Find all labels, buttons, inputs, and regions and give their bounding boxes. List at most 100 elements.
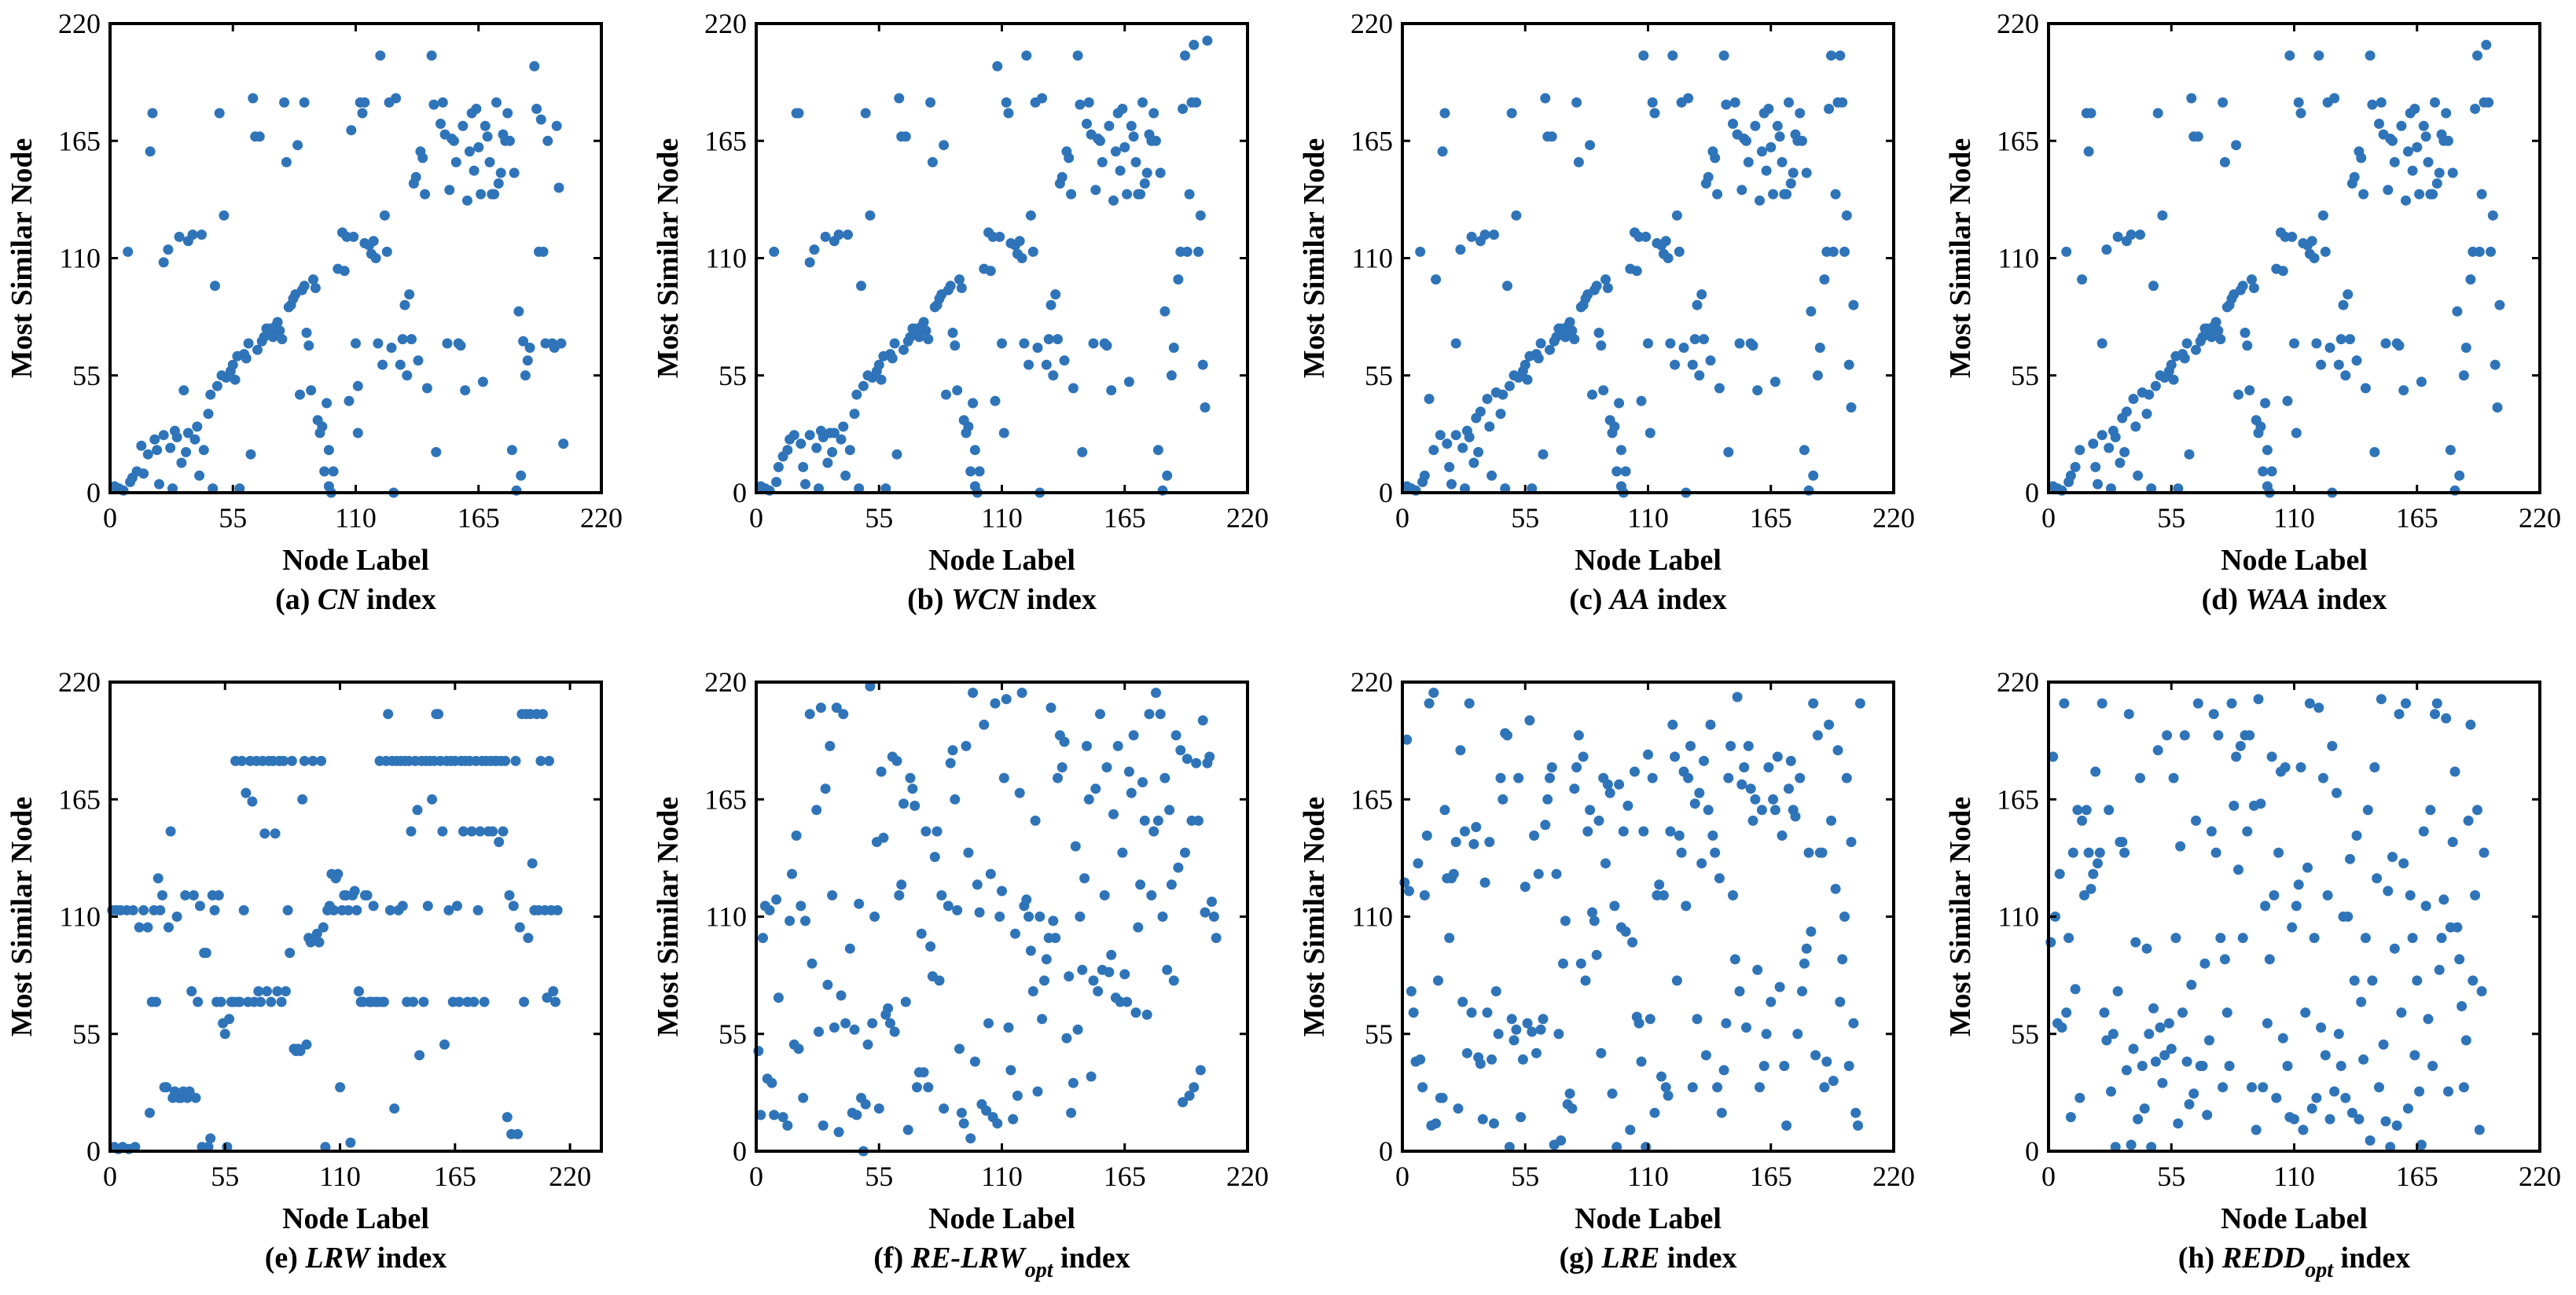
data-point	[998, 427, 1009, 438]
data-point	[1090, 185, 1101, 196]
data-point	[2430, 97, 2440, 108]
caption-suffix: index	[1650, 583, 1727, 616]
data-point	[2414, 189, 2425, 200]
data-point	[1191, 97, 1202, 108]
data-point	[2383, 886, 2394, 897]
data-point	[1037, 93, 1048, 104]
x-tick-label: 110	[981, 1161, 1023, 1192]
data-point	[1155, 709, 1166, 720]
x-tick-label: 55	[219, 502, 247, 534]
data-point	[1108, 195, 1119, 206]
data-point	[2391, 1120, 2402, 1131]
caption-suffix: index	[1053, 1242, 1130, 1275]
data-point	[1457, 442, 1468, 453]
y-tick-label: 220	[1350, 666, 1393, 698]
data-point	[1193, 815, 1203, 826]
data-point	[943, 901, 954, 912]
data-point	[2351, 830, 2362, 841]
data-point	[2295, 762, 2306, 772]
data-point	[2179, 730, 2190, 741]
data-point	[1841, 210, 1852, 221]
data-point	[2258, 1082, 2269, 1093]
data-point	[782, 445, 793, 456]
data-point	[1404, 886, 1414, 897]
data-point	[477, 376, 488, 387]
data-point	[771, 894, 782, 905]
data-point	[544, 755, 554, 766]
x-tick-label: 55	[211, 1161, 239, 1192]
data-point	[1721, 99, 1732, 110]
data-point	[1734, 986, 1745, 996]
data-point	[2441, 108, 2452, 119]
data-point	[1421, 830, 1432, 841]
data-point	[1663, 1090, 1674, 1101]
x-tick-label: 165	[434, 1161, 476, 1192]
data-point	[2110, 431, 2121, 442]
data-point	[458, 826, 469, 837]
data-point	[2110, 1142, 2121, 1153]
data-point	[1600, 858, 1611, 869]
data-point	[1712, 189, 1723, 200]
data-point	[2221, 1007, 2232, 1018]
data-point	[788, 430, 799, 441]
x-axis-title: Node Label	[2221, 544, 2368, 577]
data-point	[1122, 189, 1133, 200]
data-point	[1468, 838, 1479, 849]
data-point	[1010, 928, 1020, 939]
data-point	[2401, 195, 2411, 206]
data-point	[2106, 483, 2116, 494]
points-h	[2045, 694, 2490, 1153]
data-point	[1535, 1024, 1546, 1035]
data-point	[1670, 751, 1681, 762]
data-point	[1450, 837, 1461, 847]
data-point	[389, 1103, 400, 1114]
data-point	[1008, 1113, 1019, 1124]
data-point	[2126, 1139, 2137, 1150]
data-point	[2155, 1022, 2166, 1033]
data-point	[2332, 787, 2342, 798]
data-point	[323, 445, 334, 456]
data-point	[860, 1099, 871, 1110]
data-point	[1527, 1026, 1538, 1037]
data-point	[2128, 394, 2139, 405]
data-point	[2396, 1007, 2407, 1018]
data-point	[1649, 1107, 1660, 1118]
data-point	[311, 928, 322, 939]
data-point	[2394, 709, 2405, 720]
data-point	[2487, 210, 2498, 221]
data-point	[2262, 445, 2273, 456]
data-point	[1202, 35, 1213, 46]
data-point	[2067, 847, 2078, 858]
data-point	[800, 479, 810, 490]
data-point	[918, 1067, 929, 1078]
data-point	[811, 805, 822, 816]
data-point	[1676, 847, 1687, 858]
data-point	[460, 385, 471, 396]
data-point	[368, 901, 379, 912]
data-point	[553, 182, 564, 193]
data-point	[351, 904, 362, 915]
data-point	[912, 1082, 922, 1093]
x-tick-label: 0	[2041, 502, 2056, 534]
data-point	[974, 907, 985, 918]
data-point	[2083, 847, 2094, 858]
data-point	[990, 395, 1001, 406]
data-point	[2081, 805, 2092, 816]
data-point	[2121, 406, 2132, 417]
data-point	[827, 446, 838, 457]
data-point	[769, 1110, 780, 1121]
panel-d: 0 55 110 165 220 0 55 110 165 220 Node Label Most S…	[1944, 8, 2561, 616]
data-point	[1495, 409, 1506, 420]
x-tick-label: 165	[458, 502, 500, 534]
data-point	[2219, 954, 2230, 965]
data-point	[1736, 185, 1747, 196]
data-point	[303, 340, 314, 351]
data-point	[178, 385, 189, 396]
caption-index-name: RE-LRW	[910, 1242, 1027, 1275]
data-point	[2204, 1035, 2214, 1046]
data-point	[1674, 830, 1685, 841]
data-point	[522, 355, 533, 366]
data-point	[1830, 189, 1841, 200]
data-point	[994, 912, 1005, 922]
y-tick-label: 0	[1379, 477, 1393, 508]
